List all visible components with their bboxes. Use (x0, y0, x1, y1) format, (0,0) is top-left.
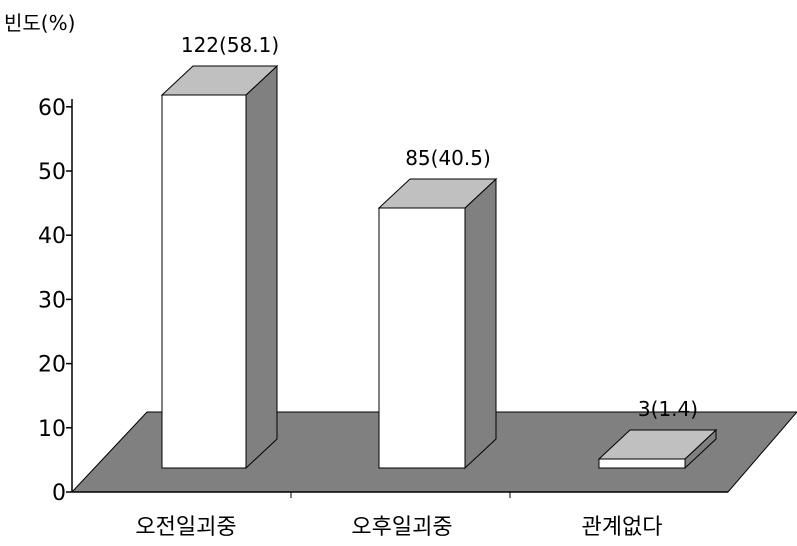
y-tick-label: 60 (38, 96, 66, 121)
category-label: 오후일괴중 (351, 515, 452, 540)
bar-front-face (161, 94, 247, 469)
y-tick-label: 10 (38, 417, 66, 442)
bar (377, 177, 498, 470)
y-tick-label: 20 (38, 353, 66, 378)
y-axis-ticks: 0 10 20 30 40 50 60 (38, 96, 72, 506)
data-label: 3(1.4) (638, 397, 698, 421)
bar-front-face (378, 207, 466, 469)
category-label: 오전일괴중 (135, 515, 236, 540)
data-label: 85(40.5) (405, 146, 491, 170)
bar-front-face (598, 458, 686, 469)
bar-side-face (464, 177, 497, 470)
bar (597, 428, 718, 470)
x-axis-ticks (290, 492, 511, 498)
bar-side-face (245, 64, 278, 470)
category-labels: 오전일괴중 오후일괴중 관계없다 (135, 515, 662, 540)
y-tick-label: 40 (38, 224, 66, 249)
bars (160, 64, 718, 470)
bar (160, 64, 279, 470)
data-labels: 122(58.1) 85(40.5) 3(1.4) (181, 33, 698, 421)
y-tick-label: 30 (38, 288, 66, 313)
y-axis-unit-label: 빈도(%) (4, 11, 75, 35)
category-label: 관계없다 (582, 515, 663, 540)
y-tick-label: 50 (38, 160, 66, 185)
y-tick-label: 0 (52, 481, 66, 506)
data-label: 122(58.1) (181, 33, 279, 57)
